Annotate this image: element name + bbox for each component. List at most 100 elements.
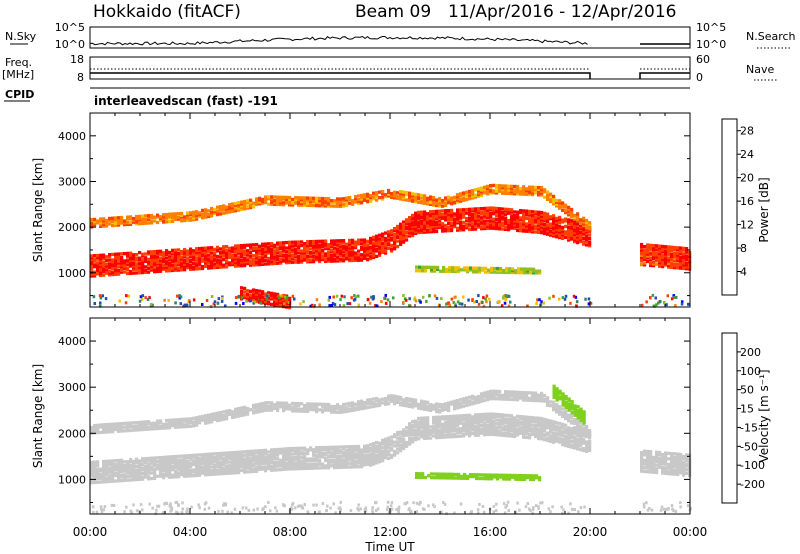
cell-band-0: [330, 241, 334, 245]
cell-band-0: [390, 453, 394, 458]
cell-band-4: [240, 293, 244, 297]
cell-band-0: [396, 232, 400, 236]
cell-band-0: [483, 418, 487, 422]
cell-band-3: [445, 269, 449, 273]
cell-band-0: [456, 212, 460, 216]
cell-band-0: [120, 270, 124, 274]
cell-band-1: [144, 217, 148, 222]
cell-band-0: [576, 228, 580, 232]
cell-band-1: [477, 192, 481, 197]
cell-band-0: [540, 420, 544, 424]
cell-noise: [507, 294, 511, 298]
cell-band-0: [174, 454, 178, 459]
cell-band-0: [330, 458, 334, 462]
cell-band-0: [360, 457, 364, 461]
cell-band-0: [207, 454, 211, 458]
cell-band-1: [108, 218, 112, 222]
cell-band-1: [216, 413, 220, 417]
cell-band-0: [264, 247, 268, 252]
cell-band-0: [537, 228, 541, 233]
cell-band-0: [507, 419, 511, 423]
cell-band-0: [156, 269, 160, 274]
cell-band-1: [96, 431, 100, 435]
cell-band-0: [378, 452, 382, 456]
cell-band-0: [255, 250, 259, 254]
cell-band-0: [504, 209, 508, 213]
cell-band-2: [667, 265, 671, 269]
cell-band-2: [679, 264, 683, 268]
cell-band-0: [537, 422, 541, 426]
cell-band-0: [531, 222, 535, 227]
cell-band-0: [345, 460, 349, 464]
cell-band-0: [537, 214, 541, 218]
cell-band-0: [165, 472, 169, 476]
cell-band-1: [294, 199, 298, 203]
cell-band-0: [372, 252, 376, 256]
cell-band-0: [516, 423, 520, 428]
cell-band-0: [186, 455, 190, 460]
cell-band-0: [282, 259, 286, 263]
cell-band-0: [315, 446, 319, 450]
cell-band-0: [333, 449, 337, 453]
cell-band-0: [483, 423, 487, 428]
cell-band-0: [570, 224, 574, 228]
cell-noise: [659, 300, 662, 303]
cell-band-0: [585, 444, 589, 448]
cell-band-1: [414, 194, 418, 198]
cell-band-1: [432, 196, 436, 200]
cell-band-0: [261, 249, 265, 254]
cell-band-0: [417, 212, 421, 216]
cell-band-0: [219, 453, 223, 457]
cell-band-0: [249, 259, 253, 264]
cell-band-2: [658, 246, 662, 250]
cell-band-1: [102, 224, 106, 228]
cell-band-0: [513, 215, 517, 220]
cell-band-0: [534, 433, 538, 437]
cell-band-4: [246, 289, 250, 293]
cell-band-0: [186, 266, 190, 270]
cell-band-0: [141, 258, 145, 262]
cell-band-0: [291, 260, 295, 264]
cell-band-0: [396, 228, 400, 232]
cell-band-1: [198, 415, 202, 419]
cell-band-1: [324, 198, 328, 203]
cell-band-0: [585, 230, 589, 234]
cell-band-0: [126, 461, 130, 466]
cell-band-0: [447, 227, 451, 231]
cell-band-0: [309, 252, 313, 257]
cell-band-1: [171, 420, 175, 424]
cell-band-3: [514, 270, 518, 275]
cell-band-0: [153, 456, 157, 460]
cell-band-0: [165, 263, 169, 267]
cell-band-0: [390, 249, 394, 253]
cell-band-2: [676, 255, 680, 259]
cell-band-1: [501, 184, 505, 188]
cell-band-0: [318, 258, 322, 262]
cell-band-4: [264, 299, 268, 303]
cell-band-0: [510, 427, 514, 431]
cell-band-0: [351, 445, 355, 449]
cell-band-0: [240, 455, 244, 460]
cell-band-0: [162, 258, 166, 262]
cell-band-0: [303, 453, 307, 458]
cell-band-0: [294, 450, 298, 454]
cell-band-0: [498, 208, 502, 213]
cell-band-1: [465, 190, 469, 194]
cell-band-0: [513, 418, 517, 422]
cell-band-0: [489, 211, 493, 216]
cell-band-1: [129, 421, 133, 425]
cell-band-0: [507, 228, 511, 232]
cell-band-0: [435, 220, 439, 224]
cell-band-0: [102, 255, 106, 259]
cell-band-0: [546, 216, 550, 220]
cell-band-1: [444, 198, 448, 202]
cell-band-0: [393, 247, 397, 251]
cell-band-0: [525, 426, 529, 430]
cell-band-0: [567, 428, 571, 432]
cell-band-1: [255, 200, 259, 205]
cell-band-0: [468, 434, 472, 438]
cell-band-0: [552, 219, 556, 223]
cell-band-0: [495, 418, 499, 422]
cell-band-1: [501, 189, 505, 193]
cell-band-0: [495, 217, 499, 222]
